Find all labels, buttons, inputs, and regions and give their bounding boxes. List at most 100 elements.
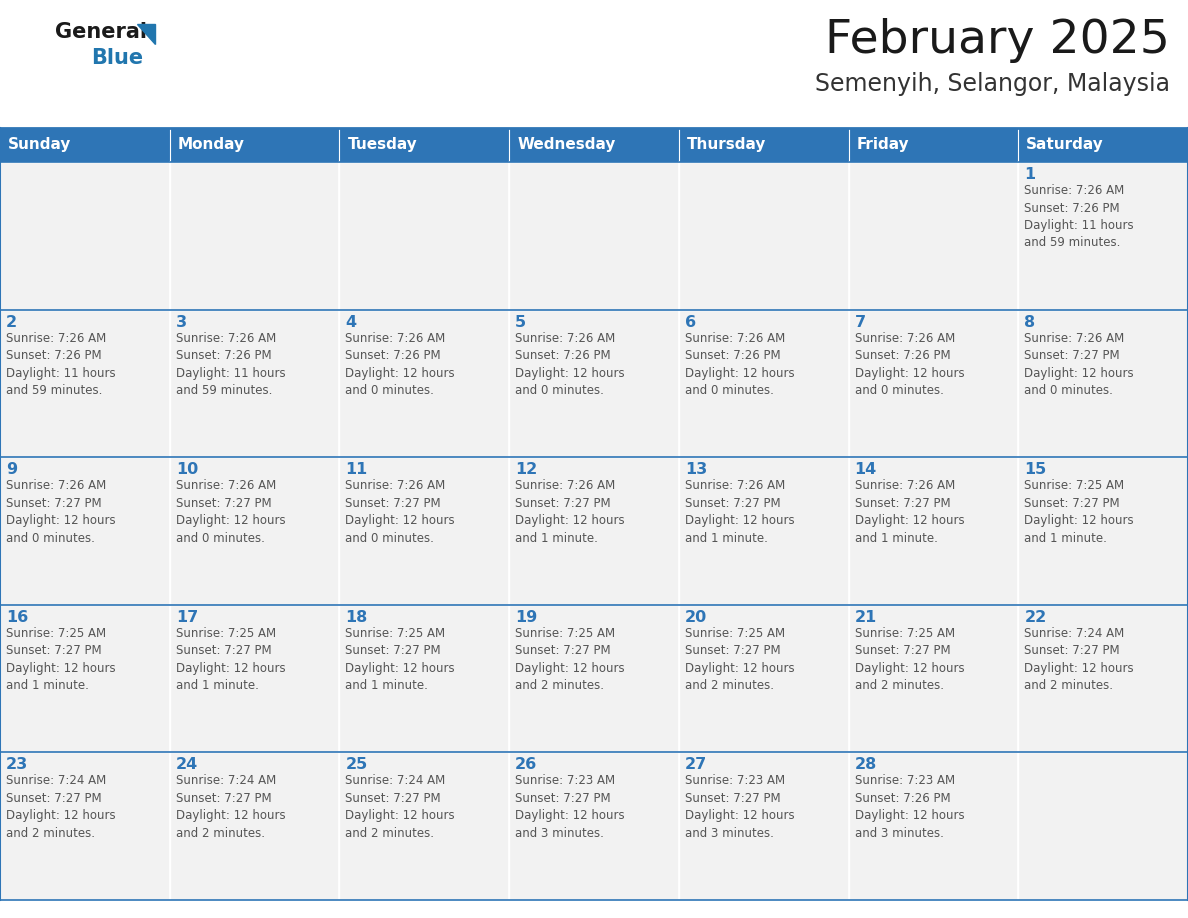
Bar [848, 753, 1018, 900]
Bar [340, 605, 510, 753]
Polygon shape [137, 24, 154, 44]
Text: Tuesday: Tuesday [347, 138, 417, 152]
Bar [678, 457, 848, 605]
Text: Sunrise: 7:23 AM
Sunset: 7:27 PM
Daylight: 12 hours
and 3 minutes.: Sunrise: 7:23 AM Sunset: 7:27 PM Dayligh… [516, 775, 625, 840]
Bar [1018, 753, 1188, 900]
Text: 19: 19 [516, 610, 537, 625]
Text: 3: 3 [176, 315, 187, 330]
Text: Sunrise: 7:26 AM
Sunset: 7:27 PM
Daylight: 12 hours
and 0 minutes.: Sunrise: 7:26 AM Sunset: 7:27 PM Dayligh… [6, 479, 115, 544]
Text: 26: 26 [516, 757, 537, 772]
Bar [510, 457, 678, 605]
Text: Wednesday: Wednesday [517, 138, 615, 152]
Bar [1018, 162, 1188, 309]
Bar [340, 457, 510, 605]
Bar [848, 162, 1018, 309]
Text: 1: 1 [1024, 167, 1036, 182]
Bar [848, 128, 1018, 162]
Bar [1018, 128, 1188, 162]
Bar [340, 128, 510, 162]
Text: 27: 27 [684, 757, 707, 772]
Text: General: General [55, 22, 147, 42]
Text: Sunrise: 7:26 AM
Sunset: 7:26 PM
Daylight: 11 hours
and 59 minutes.: Sunrise: 7:26 AM Sunset: 7:26 PM Dayligh… [1024, 184, 1133, 250]
Text: 17: 17 [176, 610, 198, 625]
Bar [170, 309, 340, 457]
Bar [170, 457, 340, 605]
Text: Sunrise: 7:25 AM
Sunset: 7:27 PM
Daylight: 12 hours
and 1 minute.: Sunrise: 7:25 AM Sunset: 7:27 PM Dayligh… [346, 627, 455, 692]
Text: Sunrise: 7:26 AM
Sunset: 7:27 PM
Daylight: 12 hours
and 0 minutes.: Sunrise: 7:26 AM Sunset: 7:27 PM Dayligh… [1024, 331, 1133, 397]
Text: Sunrise: 7:25 AM
Sunset: 7:27 PM
Daylight: 12 hours
and 1 minute.: Sunrise: 7:25 AM Sunset: 7:27 PM Dayligh… [176, 627, 285, 692]
Text: 5: 5 [516, 315, 526, 330]
Text: 18: 18 [346, 610, 367, 625]
Text: 6: 6 [684, 315, 696, 330]
Bar [0, 309, 170, 457]
Bar [510, 162, 678, 309]
Text: Sunrise: 7:25 AM
Sunset: 7:27 PM
Daylight: 12 hours
and 2 minutes.: Sunrise: 7:25 AM Sunset: 7:27 PM Dayligh… [684, 627, 795, 692]
Text: Sunrise: 7:26 AM
Sunset: 7:27 PM
Daylight: 12 hours
and 1 minute.: Sunrise: 7:26 AM Sunset: 7:27 PM Dayligh… [684, 479, 795, 544]
Text: 12: 12 [516, 462, 537, 477]
Text: 2: 2 [6, 315, 17, 330]
Text: Blue: Blue [91, 48, 143, 68]
Bar [340, 753, 510, 900]
Bar [340, 162, 510, 309]
Bar [510, 753, 678, 900]
Text: Sunrise: 7:25 AM
Sunset: 7:27 PM
Daylight: 12 hours
and 2 minutes.: Sunrise: 7:25 AM Sunset: 7:27 PM Dayligh… [516, 627, 625, 692]
Text: 16: 16 [6, 610, 29, 625]
Text: Sunrise: 7:25 AM
Sunset: 7:27 PM
Daylight: 12 hours
and 1 minute.: Sunrise: 7:25 AM Sunset: 7:27 PM Dayligh… [6, 627, 115, 692]
Text: 9: 9 [6, 462, 17, 477]
Text: Sunrise: 7:24 AM
Sunset: 7:27 PM
Daylight: 12 hours
and 2 minutes.: Sunrise: 7:24 AM Sunset: 7:27 PM Dayligh… [1024, 627, 1133, 692]
Text: Sunrise: 7:25 AM
Sunset: 7:27 PM
Daylight: 12 hours
and 1 minute.: Sunrise: 7:25 AM Sunset: 7:27 PM Dayligh… [1024, 479, 1133, 544]
Text: Sunrise: 7:26 AM
Sunset: 7:26 PM
Daylight: 12 hours
and 0 minutes.: Sunrise: 7:26 AM Sunset: 7:26 PM Dayligh… [516, 331, 625, 397]
Text: Sunrise: 7:26 AM
Sunset: 7:26 PM
Daylight: 11 hours
and 59 minutes.: Sunrise: 7:26 AM Sunset: 7:26 PM Dayligh… [6, 331, 115, 397]
Bar [170, 162, 340, 309]
Text: Saturday: Saturday [1026, 138, 1104, 152]
Bar [340, 309, 510, 457]
Bar [0, 457, 170, 605]
Text: Sunrise: 7:26 AM
Sunset: 7:27 PM
Daylight: 12 hours
and 0 minutes.: Sunrise: 7:26 AM Sunset: 7:27 PM Dayligh… [176, 479, 285, 544]
Text: Sunrise: 7:26 AM
Sunset: 7:27 PM
Daylight: 12 hours
and 1 minute.: Sunrise: 7:26 AM Sunset: 7:27 PM Dayligh… [516, 479, 625, 544]
Text: Sunrise: 7:26 AM
Sunset: 7:26 PM
Daylight: 12 hours
and 0 minutes.: Sunrise: 7:26 AM Sunset: 7:26 PM Dayligh… [684, 331, 795, 397]
Text: Semenyih, Selangor, Malaysia: Semenyih, Selangor, Malaysia [815, 72, 1170, 96]
Bar [678, 128, 848, 162]
Text: Sunday: Sunday [8, 138, 71, 152]
Text: 10: 10 [176, 462, 198, 477]
Bar [848, 309, 1018, 457]
Text: 20: 20 [684, 610, 707, 625]
Text: Sunrise: 7:26 AM
Sunset: 7:26 PM
Daylight: 12 hours
and 0 minutes.: Sunrise: 7:26 AM Sunset: 7:26 PM Dayligh… [854, 331, 965, 397]
Bar [0, 128, 170, 162]
Bar [510, 128, 678, 162]
Text: 28: 28 [854, 757, 877, 772]
Bar [848, 457, 1018, 605]
Text: Friday: Friday [857, 138, 909, 152]
Bar [678, 605, 848, 753]
Text: Sunrise: 7:24 AM
Sunset: 7:27 PM
Daylight: 12 hours
and 2 minutes.: Sunrise: 7:24 AM Sunset: 7:27 PM Dayligh… [176, 775, 285, 840]
Text: 22: 22 [1024, 610, 1047, 625]
Bar [510, 605, 678, 753]
Bar [0, 162, 170, 309]
Bar [1018, 605, 1188, 753]
Text: Monday: Monday [178, 138, 245, 152]
Text: Thursday: Thursday [687, 138, 766, 152]
Bar [0, 605, 170, 753]
Text: Sunrise: 7:23 AM
Sunset: 7:27 PM
Daylight: 12 hours
and 3 minutes.: Sunrise: 7:23 AM Sunset: 7:27 PM Dayligh… [684, 775, 795, 840]
Bar [1018, 457, 1188, 605]
Bar [510, 309, 678, 457]
Text: Sunrise: 7:24 AM
Sunset: 7:27 PM
Daylight: 12 hours
and 2 minutes.: Sunrise: 7:24 AM Sunset: 7:27 PM Dayligh… [6, 775, 115, 840]
Text: Sunrise: 7:26 AM
Sunset: 7:27 PM
Daylight: 12 hours
and 1 minute.: Sunrise: 7:26 AM Sunset: 7:27 PM Dayligh… [854, 479, 965, 544]
Text: 11: 11 [346, 462, 367, 477]
Text: 14: 14 [854, 462, 877, 477]
Text: Sunrise: 7:25 AM
Sunset: 7:27 PM
Daylight: 12 hours
and 2 minutes.: Sunrise: 7:25 AM Sunset: 7:27 PM Dayligh… [854, 627, 965, 692]
Text: Sunrise: 7:26 AM
Sunset: 7:26 PM
Daylight: 12 hours
and 0 minutes.: Sunrise: 7:26 AM Sunset: 7:26 PM Dayligh… [346, 331, 455, 397]
Bar [170, 605, 340, 753]
Bar [678, 753, 848, 900]
Text: 24: 24 [176, 757, 198, 772]
Bar [848, 605, 1018, 753]
Bar [170, 128, 340, 162]
Text: February 2025: February 2025 [826, 18, 1170, 63]
Text: 4: 4 [346, 315, 356, 330]
Text: Sunrise: 7:26 AM
Sunset: 7:27 PM
Daylight: 12 hours
and 0 minutes.: Sunrise: 7:26 AM Sunset: 7:27 PM Dayligh… [346, 479, 455, 544]
Text: Sunrise: 7:24 AM
Sunset: 7:27 PM
Daylight: 12 hours
and 2 minutes.: Sunrise: 7:24 AM Sunset: 7:27 PM Dayligh… [346, 775, 455, 840]
Text: 7: 7 [854, 315, 866, 330]
Text: 15: 15 [1024, 462, 1047, 477]
Text: 13: 13 [684, 462, 707, 477]
Bar [678, 162, 848, 309]
